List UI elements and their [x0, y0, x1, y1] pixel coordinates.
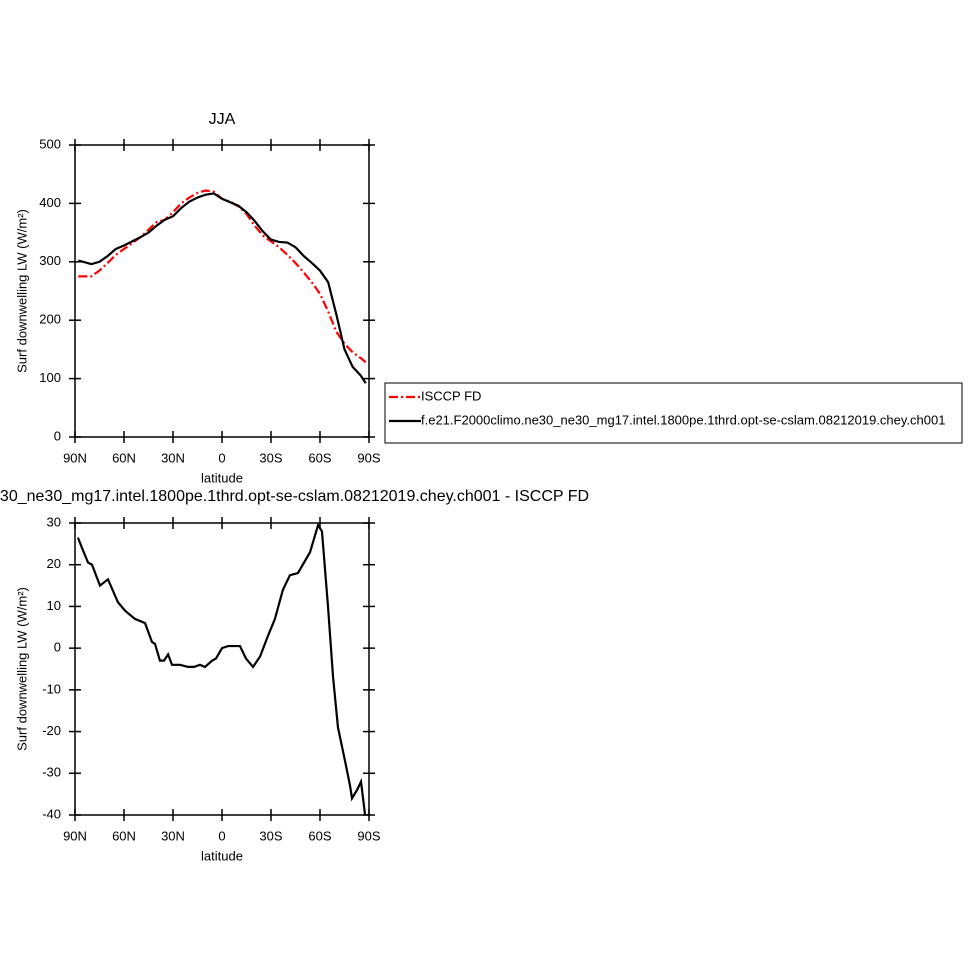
y-tick-label: -20	[42, 723, 61, 738]
x-tick-label: 90N	[63, 828, 87, 843]
x-axis-label: latitude	[201, 848, 243, 863]
x-tick-label: 90S	[357, 828, 380, 843]
chart-title: JJA	[209, 111, 236, 128]
y-tick-label: -10	[42, 681, 61, 696]
chart-title: f.e21.F2000climo.ne30_ne30_mg17.intel.18…	[0, 488, 589, 505]
x-tick-label: 60S	[308, 828, 331, 843]
x-tick-label: 0	[218, 450, 225, 465]
y-tick-label: 30	[47, 514, 61, 529]
plot-frame	[74, 522, 370, 816]
y-tick-label: 200	[39, 312, 61, 327]
data-line	[78, 189, 367, 364]
y-tick-label: 500	[39, 136, 61, 151]
y-axis-label: Surf downwelling LW (W/m²)	[14, 209, 29, 373]
x-tick-label: 60S	[308, 450, 331, 465]
x-tick-label: 60N	[112, 828, 136, 843]
y-tick-label: 400	[39, 195, 61, 210]
x-tick-label: 0	[218, 828, 225, 843]
x-tick-label: 90S	[357, 450, 380, 465]
y-tick-label: 10	[47, 598, 61, 613]
y-tick-label: -40	[42, 806, 61, 821]
x-axis-label: latitude	[201, 470, 243, 485]
y-tick-label: 100	[39, 370, 61, 385]
legend-box	[384, 382, 963, 444]
x-tick-label: 30S	[259, 450, 282, 465]
legend-label: f.e21.F2000climo.ne30_ne30_mg17.intel.18…	[421, 412, 945, 427]
x-tick-label: 30S	[259, 828, 282, 843]
x-tick-label: 30N	[161, 828, 185, 843]
data-line	[76, 522, 367, 816]
x-tick-label: 60N	[112, 450, 136, 465]
y-tick-label: 20	[47, 556, 61, 571]
y-tick-label: 0	[54, 428, 61, 443]
y-tick-label: 0	[54, 640, 61, 655]
plot-frame	[74, 144, 370, 438]
x-tick-label: 30N	[161, 450, 185, 465]
y-tick-label: -30	[42, 765, 61, 780]
legend-label: ISCCP FD	[421, 388, 481, 403]
y-tick-label: 300	[39, 253, 61, 268]
x-tick-label: 90N	[63, 450, 87, 465]
data-line	[78, 192, 367, 384]
y-axis-label: Surf downwelling LW (W/m²)	[14, 587, 29, 751]
